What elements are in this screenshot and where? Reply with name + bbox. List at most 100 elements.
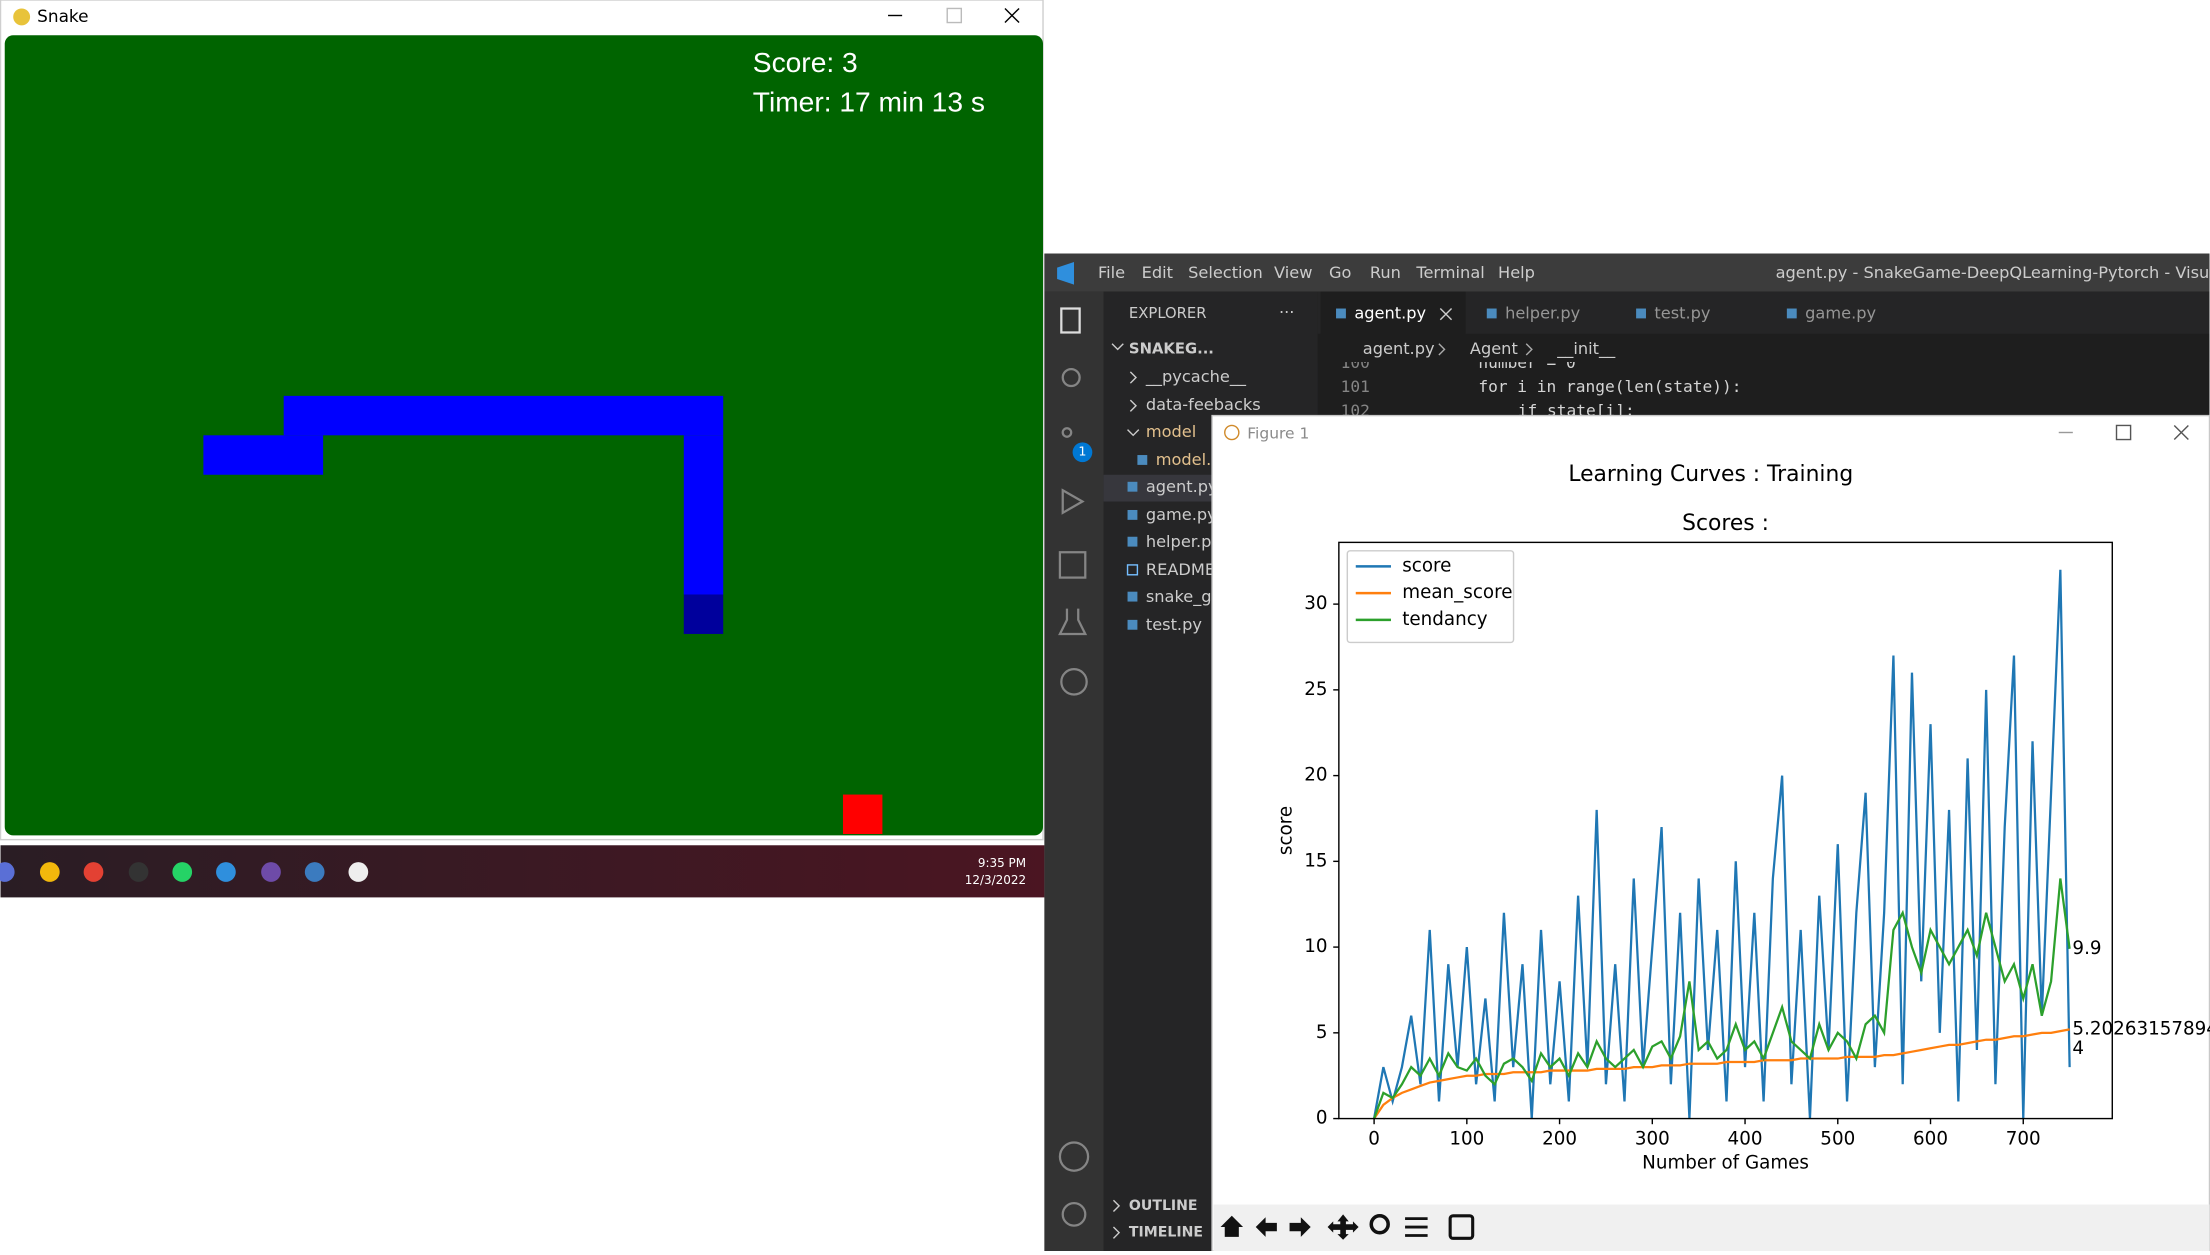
- menu-item[interactable]: Selection: [1188, 263, 1263, 282]
- tree-item[interactable]: README.: [1146, 560, 1220, 579]
- home-button[interactable]: [1220, 1215, 1244, 1237]
- tab[interactable]: agent.py: [1354, 304, 1426, 323]
- tree-item[interactable]: test.py: [1146, 615, 1203, 634]
- badge: [1072, 442, 1093, 463]
- figure-icon: [1224, 424, 1240, 441]
- activity-icons: [1058, 307, 1090, 1227]
- save-button[interactable]: [1448, 1214, 1475, 1240]
- panel-header[interactable]: OUTLINE: [1129, 1198, 1198, 1214]
- project-name[interactable]: SNAKEG...: [1129, 340, 1214, 357]
- file-icon: [1127, 536, 1138, 547]
- tab-icon: [1336, 308, 1346, 319]
- taskbar-app[interactable]: [348, 862, 369, 882]
- y-tick-label: 15: [1304, 850, 1327, 871]
- github-icon[interactable]: [1060, 668, 1088, 696]
- configure-button[interactable]: [1405, 1217, 1428, 1237]
- tab[interactable]: helper.py: [1505, 304, 1581, 323]
- vscode-titlebar: [1044, 253, 2210, 292]
- plot: Learning Curves : Training Scores : 0 5 10 15…: [1276, 462, 2210, 1174]
- extensions-icon[interactable]: [1058, 551, 1087, 579]
- chart-title: Learning Curves : Training: [1568, 462, 1853, 487]
- close-button[interactable]: [2173, 424, 2189, 441]
- menu-item[interactable]: Run: [1370, 263, 1401, 282]
- pan-button[interactable]: [1327, 1214, 1359, 1240]
- separator: [1438, 343, 1446, 356]
- legend-label: score: [1402, 555, 1451, 576]
- tree-item[interactable]: agent.py: [1146, 477, 1218, 496]
- toolbar: [1213, 1204, 2210, 1251]
- run-icon[interactable]: [1061, 488, 1085, 515]
- x-tick-label: 700: [2006, 1129, 2041, 1150]
- tab-icon: [1486, 308, 1497, 319]
- back-button[interactable]: [1255, 1217, 1277, 1237]
- activity-bar: [1044, 291, 1104, 1251]
- chevron: [1129, 399, 1137, 412]
- taskbar-app[interactable]: [39, 862, 60, 882]
- breadcrumb[interactable]: Agent: [1470, 339, 1518, 358]
- y-axis-label: score: [1276, 806, 1297, 855]
- y-tick-label: 5: [1316, 1022, 1328, 1043]
- taskbar-app[interactable]: [83, 862, 104, 882]
- taskbar-app[interactable]: [172, 862, 193, 882]
- plot-frame: [1338, 541, 2113, 1120]
- annotation: 9.9: [2072, 938, 2101, 959]
- settings-icon[interactable]: [1061, 1201, 1087, 1227]
- score: Score: 3: [753, 46, 858, 78]
- chart-subtitle: Scores :: [1682, 511, 1769, 536]
- file-icon: [1137, 455, 1148, 465]
- y-tick-label: 30: [1304, 593, 1327, 614]
- tab-icon: [1786, 308, 1797, 319]
- menu-item[interactable]: Edit: [1142, 263, 1173, 282]
- close-button[interactable]: [1004, 7, 1020, 24]
- clock-time: 9:35 PM: [978, 856, 1026, 870]
- tree-item[interactable]: model.p: [1156, 450, 1222, 469]
- separator: [1525, 343, 1533, 356]
- tab-close[interactable]: [1439, 308, 1453, 321]
- figure-title: Figure 1: [1247, 424, 1309, 442]
- tree-item[interactable]: helper.py: [1146, 532, 1222, 551]
- menu-item[interactable]: Terminal: [1415, 263, 1484, 282]
- taskbar-app[interactable]: [304, 862, 325, 882]
- menu-item[interactable]: File: [1098, 263, 1125, 282]
- maximize-button[interactable]: [946, 7, 963, 24]
- tree-item[interactable]: game.py: [1146, 505, 1217, 524]
- tree-item[interactable]: data-feebacks: [1146, 395, 1261, 414]
- explorer-icon[interactable]: [1060, 307, 1081, 334]
- figure-window: [1211, 414, 2210, 1252]
- tree-item[interactable]: __pycache__: [1145, 367, 1247, 387]
- badge-count: 1: [1078, 444, 1086, 459]
- scm-icon[interactable]: [1061, 427, 1073, 438]
- tab[interactable]: test.py: [1654, 304, 1711, 323]
- breadcrumb[interactable]: agent.py: [1363, 339, 1435, 358]
- y-tick-label: 10: [1304, 936, 1327, 957]
- taskbar-app[interactable]: [216, 862, 236, 882]
- forward-button[interactable]: [1289, 1217, 1311, 1237]
- tab[interactable]: game.py: [1805, 304, 1876, 323]
- tree-item[interactable]: model: [1146, 422, 1196, 441]
- taskbar-app[interactable]: [261, 862, 281, 882]
- taskbar-app[interactable]: [0, 862, 15, 882]
- breadcrumb[interactable]: __init__: [1556, 339, 1616, 359]
- taskbar-app[interactable]: [128, 862, 149, 882]
- series-line: [1373, 878, 2071, 1119]
- menu-item[interactable]: Go: [1329, 263, 1352, 282]
- code-line: for i in range(len(state)):: [1478, 377, 1741, 396]
- taskbar: [0, 845, 1045, 898]
- taskbar-icons: [0, 862, 369, 882]
- tree-item[interactable]: snake_ga: [1146, 587, 1222, 607]
- breadcrumb-bar: [1317, 333, 2210, 363]
- window-title: Snake: [37, 6, 88, 26]
- menu-item[interactable]: View: [1274, 263, 1312, 282]
- legend-label: mean_score: [1402, 582, 1512, 603]
- menu-item[interactable]: Help: [1498, 263, 1535, 282]
- search-icon[interactable]: [1061, 367, 1081, 388]
- panel-header[interactable]: TIMELINE: [1129, 1225, 1203, 1241]
- accounts-icon[interactable]: [1058, 1141, 1090, 1172]
- testing-icon[interactable]: [1058, 608, 1088, 636]
- more-actions[interactable]: ···: [1279, 302, 1294, 321]
- maximize-button[interactable]: [2115, 424, 2132, 441]
- series-line: [1373, 1028, 2070, 1119]
- snake-head: [683, 594, 724, 634]
- zoom-button[interactable]: [1369, 1214, 1390, 1235]
